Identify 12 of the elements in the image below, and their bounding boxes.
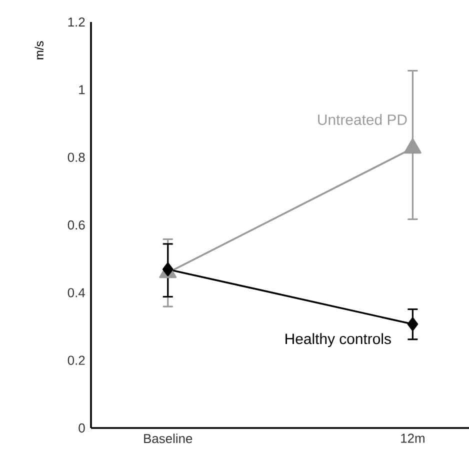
- x-tick-label: 12m: [401, 434, 424, 443]
- y-tick-label: 1: [79, 85, 85, 94]
- y-tick-label: 0.8: [68, 152, 85, 162]
- series-label: Untreated PD: [318, 114, 407, 125]
- y-tick-label: 0.4: [68, 288, 85, 298]
- y-tick-label: 0.6: [68, 220, 85, 230]
- y-tick-label: 1.2: [68, 17, 85, 27]
- y-tick-label: 0.2: [68, 356, 85, 365]
- series-label: Healthy controls: [286, 333, 391, 348]
- y-tick-label: 0: [78, 423, 85, 433]
- y-axis-title: m/s: [34, 41, 44, 60]
- x-tick-label: Baseline: [144, 434, 192, 444]
